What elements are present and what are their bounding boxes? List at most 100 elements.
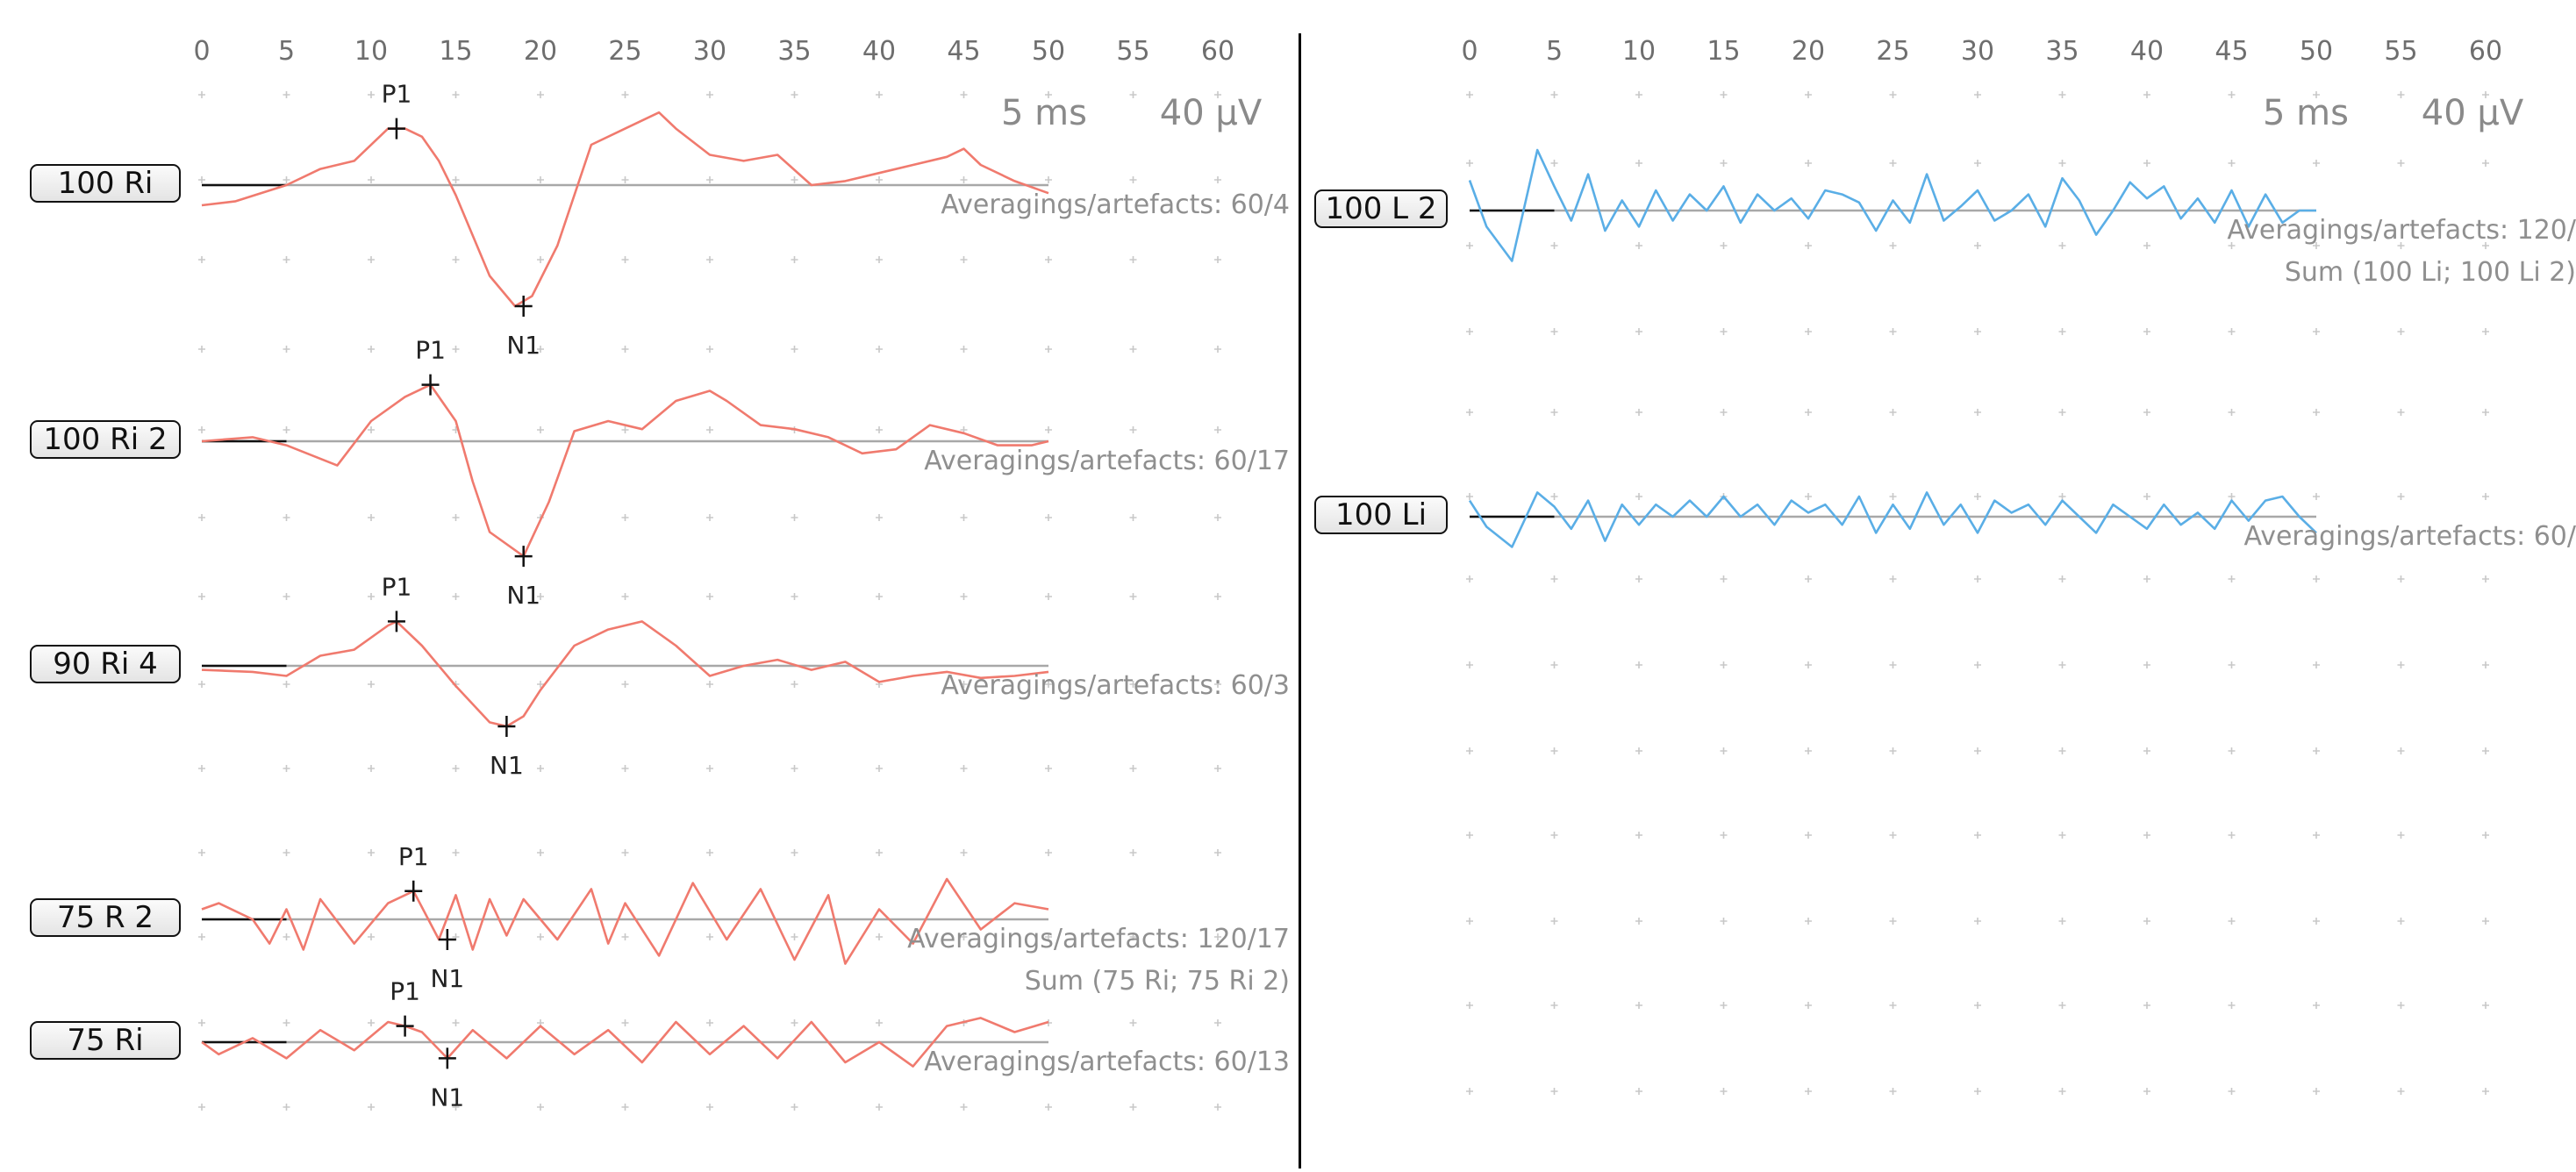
- channel-label-button[interactable]: 100 Ri: [30, 164, 181, 203]
- grid-marker: [706, 346, 713, 353]
- grid-marker: [876, 91, 883, 98]
- grid-marker: [960, 1104, 968, 1111]
- channel-label-button[interactable]: 90 Ri 4: [30, 645, 181, 683]
- grid-marker: [2313, 160, 2320, 167]
- grid-marker: [1889, 918, 1897, 925]
- grid-marker: [1129, 593, 1137, 600]
- left-panel: 0 5 10 15 20 25 30 35 40 45 50 55 60 5 ms 40 µV P1 N1 Ave…: [30, 36, 1290, 1111]
- panel-divider[interactable]: [1299, 33, 1301, 1168]
- grid-marker: [2143, 661, 2150, 668]
- grid-marker: [621, 765, 629, 772]
- waveform-trace: [201, 383, 1049, 558]
- channel-label-button[interactable]: 75 Ri: [30, 1021, 181, 1060]
- grid-marker: [2313, 409, 2320, 416]
- grid-marker: [1805, 918, 1812, 925]
- grid-marker: [2482, 575, 2489, 582]
- grid-marker: [2313, 242, 2320, 249]
- grid-marker: [1805, 1088, 1812, 1095]
- grid-marker: [537, 849, 544, 856]
- grid-marker: [368, 765, 375, 772]
- averagings-info: Averagings/artefacts: 60/4: [941, 189, 1290, 220]
- grid-marker: [960, 91, 968, 98]
- grid-marker: [706, 426, 713, 433]
- channel-label-button[interactable]: 100 Li: [1314, 496, 1448, 534]
- averagings-info: Averagings/artefacts: 60/17: [924, 446, 1290, 476]
- peak-marker-p1: [421, 374, 440, 396]
- grid-marker: [537, 346, 544, 353]
- grid-marker: [621, 346, 629, 353]
- waveform-trace: [1468, 148, 2316, 262]
- x-tick-label: 50: [1032, 36, 1065, 67]
- grid-marker: [1550, 409, 1558, 416]
- grid-marker: [1635, 328, 1642, 335]
- grid-marker: [621, 849, 629, 856]
- channel-label-button[interactable]: 100 Ri 2: [30, 420, 181, 459]
- grid-marker: [2397, 661, 2405, 668]
- grid-marker: [1974, 1002, 1981, 1009]
- grid-marker: [2397, 409, 2405, 416]
- grid-marker: [1805, 328, 1812, 335]
- grid-marker: [1635, 493, 1642, 500]
- grid-marker: [368, 346, 375, 353]
- grid-marker: [368, 426, 375, 433]
- grid-marker: [1635, 918, 1642, 925]
- grid-marker: [706, 514, 713, 521]
- grid-marker: [791, 765, 798, 772]
- x-tick-label: 10: [1622, 36, 1656, 67]
- grid-marker: [1129, 765, 1137, 772]
- grid-marker: [198, 426, 205, 433]
- grid-marker: [2313, 493, 2320, 500]
- grid-marker: [1635, 832, 1642, 839]
- grid-marker: [621, 176, 629, 183]
- grid-marker: [1214, 593, 1221, 600]
- amplitude-scale-label: 40 µV: [1160, 93, 1263, 133]
- grid-marker: [1214, 426, 1221, 433]
- grid-marker: [2313, 575, 2320, 582]
- x-tick-label: 20: [524, 36, 557, 67]
- grid-marker: [706, 91, 713, 98]
- grid-marker: [960, 933, 968, 940]
- channel-label-button[interactable]: 100 L 2: [1314, 189, 1448, 228]
- grid-marker: [706, 1019, 713, 1026]
- grid-marker: [1466, 328, 1473, 335]
- peak-marker-n1: [497, 716, 516, 737]
- waveform-trace: [201, 1017, 1049, 1068]
- grid-marker: [283, 514, 290, 521]
- waveform-trace: [201, 111, 1049, 308]
- x-tick-label: 35: [777, 36, 811, 67]
- peak-label-p1: P1: [390, 977, 420, 1006]
- grid-marker: [537, 426, 544, 433]
- grid-marker: [283, 346, 290, 353]
- grid-marker: [791, 176, 798, 183]
- grid-marker: [1466, 1088, 1473, 1095]
- grid-marker: [1805, 747, 1812, 754]
- grid-marker: [1974, 242, 1981, 249]
- grid-marker: [1974, 160, 1981, 167]
- grid-marker: [1889, 160, 1897, 167]
- grid-marker: [1045, 593, 1052, 600]
- grid-marker: [1974, 1088, 1981, 1095]
- grid-marker: [1129, 346, 1137, 353]
- grid-marker: [1889, 91, 1897, 98]
- x-tick-label: 0: [1461, 36, 1478, 67]
- grid-marker: [452, 256, 460, 263]
- grid-marker: [1805, 242, 1812, 249]
- grid-marker: [1129, 1104, 1137, 1111]
- grid-marker: [368, 514, 375, 521]
- grid-marker: [2482, 493, 2489, 500]
- grid-marker: [283, 176, 290, 183]
- grid-marker: [960, 256, 968, 263]
- grid-marker: [2313, 918, 2320, 925]
- grid-marker: [2228, 832, 2236, 839]
- grid-marker: [452, 514, 460, 521]
- channel-label-button[interactable]: 75 R 2: [30, 898, 181, 937]
- peak-marker-p1: [404, 880, 423, 902]
- x-tick-label: 60: [1201, 36, 1234, 67]
- grid-marker: [1045, 765, 1052, 772]
- grid-marker: [1635, 1088, 1642, 1095]
- grid-marker: [1466, 747, 1473, 754]
- grid-marker: [2228, 747, 2236, 754]
- grid-marker: [1045, 176, 1052, 183]
- grid-marker: [1974, 661, 1981, 668]
- grid-marker: [283, 426, 290, 433]
